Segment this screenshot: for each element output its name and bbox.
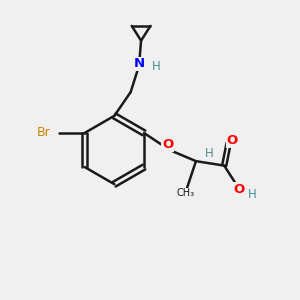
Text: O: O [233,183,245,196]
Text: O: O [162,138,173,151]
Text: O: O [226,134,238,147]
Text: Br: Br [37,126,51,140]
Text: H: H [248,188,257,201]
Text: H: H [205,147,214,160]
Text: N: N [134,57,145,70]
Text: CH₃: CH₃ [176,188,195,198]
Text: H: H [152,60,160,73]
